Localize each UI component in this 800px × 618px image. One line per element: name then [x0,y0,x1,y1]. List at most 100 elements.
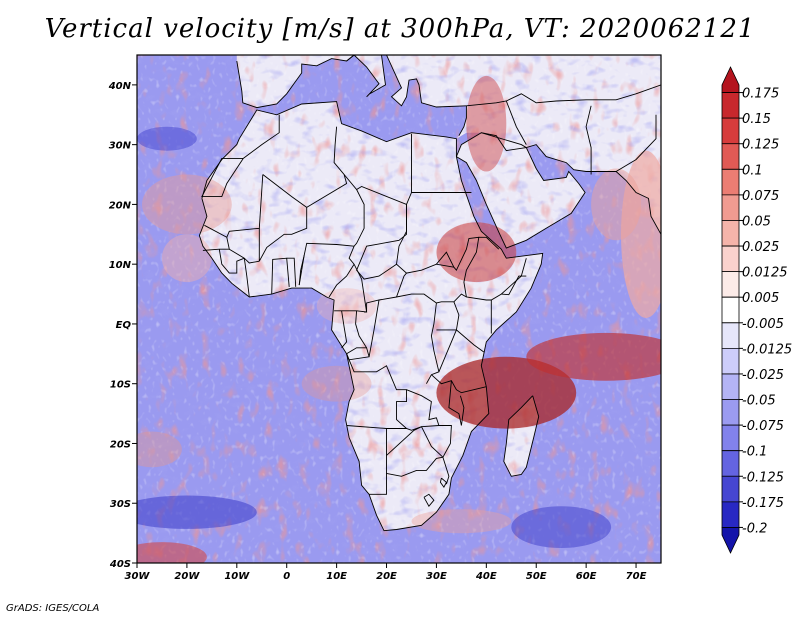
colorbar-label: 0.1 [742,163,763,178]
colorbar-bin [721,475,740,503]
y-tick-label: 40N [108,81,132,92]
border-line [348,246,363,280]
colorbar-bin [721,271,740,298]
colorbar-label: -0.1 [742,445,767,460]
border-line [466,84,661,107]
x-tick-label: 30W [125,571,151,582]
border-line [505,100,527,145]
y-tick-label: 20S [110,439,131,450]
border-line [346,353,407,429]
colorbar-bin [721,322,740,349]
x-tick-label: 20E [376,571,397,582]
strong-cell [466,75,507,172]
colorbar-label: 0.15 [742,112,771,127]
strong-cell [161,234,212,283]
border-line [423,493,435,507]
border-line [396,204,454,274]
colorbar-label: -0.0125 [742,342,792,357]
y-tick-label: 40S [109,559,131,570]
colorbar-bin [721,220,740,247]
y-axis: 40N 30N 20N 10N EQ 10S 20S 30S 40S [108,81,137,570]
border-line [386,425,452,477]
colorbar-bin [721,347,740,375]
colorbar-label: 0.05 [742,214,771,229]
colorbar-label: 0.175 [742,87,779,102]
border-line [526,144,661,235]
country-borders [198,55,661,532]
border-line [478,236,500,250]
x-tick-label: 40E [475,571,497,582]
colorbar-bin [721,373,740,400]
colorbar-label: 0.125 [742,138,779,153]
colorbar-label: -0.075 [742,419,784,434]
border-line [438,329,457,372]
border-line [346,347,367,355]
y-tick-label: EQ [116,320,132,331]
x-tick-label: 30E [426,571,447,582]
y-tick-label: 10S [110,380,131,391]
pattern-streaks [137,55,661,563]
strong-cell [436,356,577,429]
colorbar-label: 0.0125 [742,266,788,281]
colorbar-bin [721,399,740,426]
strong-cell [137,542,207,563]
colorbar-bin [721,501,740,528]
strong-cell [301,365,372,402]
colorbar-bin [721,424,740,452]
colorbar-bin [721,450,740,477]
border-line [286,257,297,287]
border-line [356,204,407,280]
colorbar-label: 0.005 [742,291,779,306]
colorbar-label: -0.125 [742,470,784,485]
border-line [615,114,657,172]
colorbar-label: -0.2 [742,521,767,536]
border-line [458,105,467,136]
velocity-field [137,55,661,563]
colorbar-bin [721,143,740,170]
border-line [406,389,440,426]
border-line [585,105,592,175]
y-tick-label: 30S [110,499,131,510]
strong-cell [142,174,232,235]
border-line [198,101,544,532]
border-line [436,236,480,298]
border-line [386,55,467,108]
x-tick-label: 60E [576,571,597,582]
strong-cell [137,431,182,468]
map-title: Vertical velocity [m/s] at 300hPa, VT: 2… [44,14,756,44]
strong-cell [591,168,642,241]
colorbar-bin [721,66,740,93]
border-line [456,329,485,353]
colorbar-bin [721,117,740,145]
border-line [346,55,386,98]
colorbar-bin [721,527,740,554]
x-axis: 30W 20W 10W 0 10E 20E 30E 40E 50E 60E 70E [125,563,647,582]
border-line [243,114,280,159]
border-line [442,457,450,485]
border-line [396,272,407,298]
x-tick-label: 50E [526,571,547,582]
border-line [501,275,527,296]
border-line [306,126,348,208]
border-line [271,257,290,295]
colorbar-bin [721,296,740,324]
colorbar-label: -0.005 [742,317,784,332]
border-line [503,395,540,477]
x-tick-label: 20W [174,571,200,582]
border-line [436,301,460,331]
x-tick-label: 70E [626,571,647,582]
border-line [334,258,527,313]
strong-cell [137,126,197,151]
strong-cell [316,288,377,324]
software-credit: GrADS: IGES/COLA [6,603,100,614]
border-line [431,374,487,394]
x-tick-label: 0 [283,571,290,582]
x-tick-label: 10W [224,571,250,582]
border-line [236,55,355,109]
strong-cell [411,509,512,534]
border-line [439,477,447,488]
strong-cells [137,75,661,563]
y-tick-label: 20N [109,200,132,211]
strong-cell [511,506,612,548]
colorbar-label: -0.175 [742,496,784,511]
